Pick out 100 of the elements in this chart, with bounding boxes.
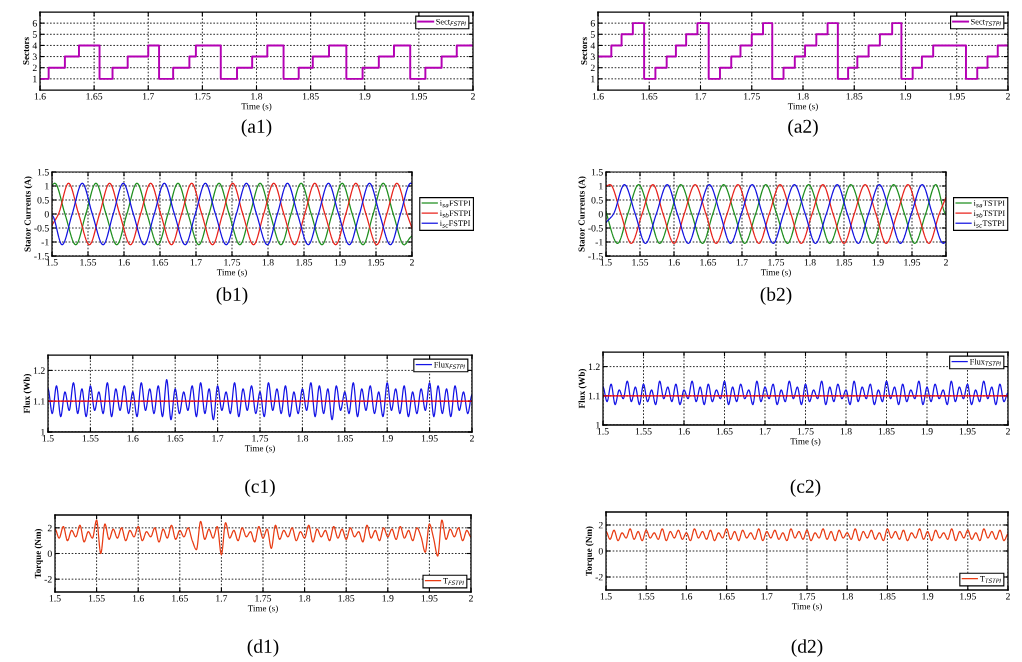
x-tick-label: 1.9	[922, 593, 934, 600]
x-tick-label: 1.65	[172, 595, 188, 602]
x-tick-label: 1.9	[900, 93, 912, 100]
x-tick-label: 1.75	[797, 428, 814, 435]
y-axis-title: Sectors	[581, 37, 588, 65]
legend-label: Flux$_{TSTPI}$	[969, 358, 1001, 366]
x-tick-label: 1.9	[334, 259, 346, 266]
legend-label: T$_{TSTPI}$	[979, 576, 1001, 583]
y-tick-label: 1.1	[588, 392, 600, 400]
x-tick-label: 1.7	[143, 93, 155, 100]
x-tick-label: 1.85	[879, 593, 896, 600]
y-tick-label: 5	[590, 31, 595, 38]
y-tick-label: 3	[32, 53, 37, 61]
x-tick-label: 1.95	[411, 93, 427, 100]
text: (a2)	[788, 119, 818, 137]
x-axis-title: Time (s)	[216, 268, 247, 278]
y-axis-title: Stator Currents (A)	[24, 176, 33, 252]
x-tick-label: 1.95	[960, 593, 976, 600]
x-tick-label: 2	[944, 259, 948, 266]
legend-label: i$_{sb}$FSTPI	[439, 210, 471, 218]
text: (b2)	[760, 287, 792, 305]
x-tick-label: 2	[410, 259, 414, 266]
y-axis-title: Sectors	[23, 37, 30, 65]
text: (d1)	[247, 639, 279, 657]
y-tick-label: 1	[41, 428, 45, 436]
x-tick-label: 2	[1006, 428, 1010, 435]
x-tick-label: 1.55	[638, 593, 655, 600]
y-tick-label: 3	[590, 53, 595, 61]
y-tick-label: 0	[44, 210, 49, 218]
x-tick-label: 1.75	[799, 593, 816, 600]
y-tick-label: 1	[599, 182, 603, 190]
x-tick-label: 2	[469, 595, 473, 602]
x-tick-label: 1.75	[252, 435, 269, 442]
x-tick-label: 1.95	[368, 259, 385, 266]
x-tick-label: 1.8	[797, 93, 809, 100]
x-tick-label: 1.85	[337, 435, 353, 442]
y-tick-label: 2	[32, 64, 37, 72]
y-tick-label: 4	[32, 42, 38, 49]
x-axis-title: Time (s)	[244, 444, 275, 454]
x-tick-label: 1.9	[359, 93, 371, 100]
y-axis-title: Stator Currents (A)	[578, 176, 587, 252]
y-tick-label: 1	[591, 75, 595, 83]
legend-label: i$_{sc}$FSTPI	[439, 220, 471, 228]
y-tick-label: 0	[598, 210, 603, 218]
x-tick-label: 1.6	[592, 93, 604, 100]
y-tick-label: -1.5	[34, 252, 49, 260]
y-tick-label: 1	[45, 182, 49, 190]
y-tick-label: 4	[590, 42, 596, 49]
y-tick-label: 6	[590, 20, 595, 27]
x-tick-label: 1.65	[716, 428, 733, 435]
y-tick-label: 0.5	[591, 196, 603, 204]
x-axis-title: Time (s)	[247, 604, 278, 614]
text: (c2)	[790, 479, 821, 497]
x-tick-label: 1.65	[718, 593, 735, 600]
y-axis-title: Flux (Wb)	[23, 373, 32, 414]
x-tick-label: 1.8	[841, 593, 853, 600]
x-tick-label: 1.6	[127, 435, 139, 442]
x-tick-label: 1.75	[194, 93, 211, 100]
x-tick-label: 1.95	[421, 435, 438, 442]
x-tick-label: 1.7	[759, 428, 771, 435]
x-tick-label: 1.65	[700, 259, 717, 266]
x-tick-label: 1.75	[768, 259, 785, 266]
x-tick-label: 1.65	[641, 93, 658, 100]
y-tick-label: 1.2	[33, 367, 45, 374]
y-tick-label: -1	[41, 238, 49, 246]
legend-label: i$_{sa}$TSTPI	[973, 200, 1005, 208]
y-axis-title: Torque (Nm)	[585, 526, 594, 576]
x-axis-title: Time (s)	[791, 602, 822, 612]
x-tick-label: 1.55	[82, 435, 99, 442]
x-tick-label: 1.7	[216, 595, 228, 602]
x-tick-label: 1.9	[872, 259, 884, 266]
x-tick-label: 1.65	[152, 259, 169, 266]
legend-label: T$_{FSTPI}$	[443, 578, 464, 585]
x-tick-label: 1.55	[80, 259, 97, 266]
x-tick-label: 1.95	[904, 259, 921, 266]
legend-label: i$_{sb}$TSTPI	[973, 210, 1005, 218]
x-tick-label: 2	[470, 435, 474, 442]
x-tick-label: 1.7	[695, 93, 707, 100]
y-tick-label: 1.1	[33, 398, 45, 405]
x-axis-title: Time (s)	[760, 268, 791, 278]
legend-label: i$_{sc}$TSTPI	[973, 220, 1005, 228]
x-tick-label: 1.7	[212, 435, 224, 442]
y-tick-label: 2	[47, 524, 52, 532]
x-tick-label: 1.6	[34, 93, 46, 100]
x-tick-label: 2	[1006, 93, 1010, 100]
x-tick-label: 1.9	[381, 435, 393, 442]
x-tick-label: 2	[471, 93, 475, 100]
y-tick-label: 2	[590, 64, 595, 72]
x-tick-label: 1.85	[296, 259, 313, 266]
x-tick-label: 1.6	[118, 259, 130, 266]
text: (c1)	[245, 479, 275, 497]
x-tick-label: 1.85	[878, 428, 895, 435]
x-tick-label: 1.6	[678, 428, 690, 435]
y-tick-label: 1.2	[588, 363, 600, 371]
x-tick-label: 1.6	[668, 259, 680, 266]
y-tick-label: -2	[595, 573, 603, 581]
y-tick-label: -2	[44, 576, 52, 583]
x-tick-label: 1.7	[761, 593, 773, 600]
legend-label: Sect$_{FSTPI}$	[436, 18, 466, 26]
text: (a1)	[241, 119, 272, 137]
